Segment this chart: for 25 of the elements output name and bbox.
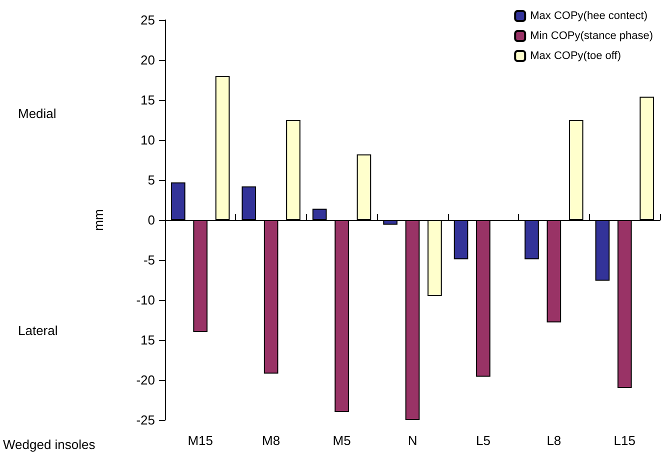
y-tick-label: 10 <box>140 132 155 148</box>
x-tick-label: L15 <box>614 433 636 448</box>
y-tick-label: 25 <box>140 12 155 28</box>
y-tick-label: 5 <box>148 172 155 188</box>
x-tick-label: N <box>408 433 418 448</box>
legend-label: Max COPy(toe off) <box>530 50 622 62</box>
x-tick-label: L8 <box>546 433 562 448</box>
x-axis-title: Wedged insoles <box>3 437 96 452</box>
x-tick-label: M15 <box>188 433 214 448</box>
y-tick-label: 15 <box>140 92 155 108</box>
x-tick-label: M8 <box>262 433 280 448</box>
legend-label: Min COPy(stance phase) <box>530 30 654 42</box>
text: Lateral <box>18 323 58 338</box>
legend-label: Max COPy(hee contect) <box>530 10 648 22</box>
x-tick-label: L5 <box>476 433 490 448</box>
y-tick-label: 20 <box>140 52 155 68</box>
y-tick-label: -10 <box>136 292 155 308</box>
x-tick-label: M5 <box>332 433 351 448</box>
y-tick-label: -5 <box>143 252 155 268</box>
y-tick-label: -20 <box>136 372 155 388</box>
y-tick-label: 0 <box>148 212 155 228</box>
y-axis-title: mm <box>91 209 106 231</box>
y-tick-label: -25 <box>136 412 155 428</box>
text: Medial <box>18 106 56 121</box>
y-tick-label: 15 <box>140 332 155 348</box>
